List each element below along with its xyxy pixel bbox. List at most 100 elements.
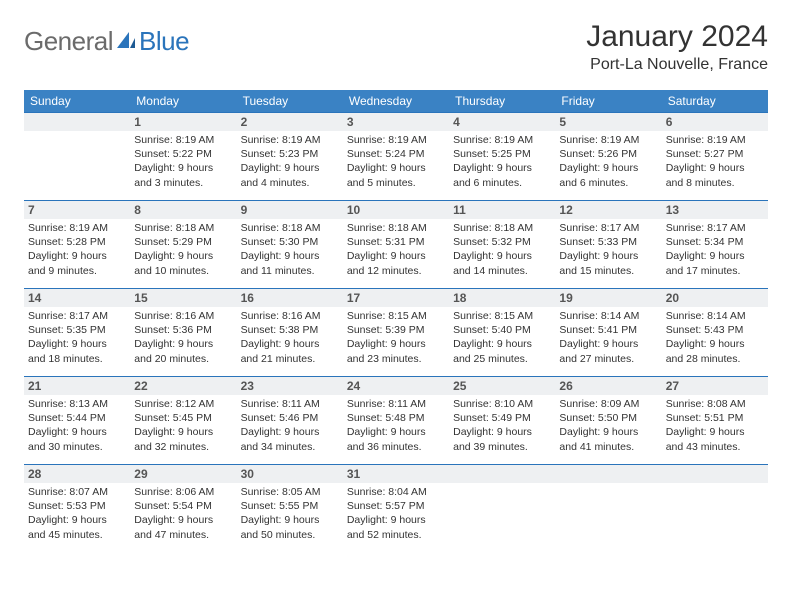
day-detail-line: and 27 minutes. [559,352,657,366]
day-detail-line: Sunrise: 8:19 AM [241,133,339,147]
day-number: 4 [449,112,555,131]
day-details: Sunrise: 8:18 AMSunset: 5:32 PMDaylight:… [453,221,551,278]
day-detail-line: Daylight: 9 hours [134,513,232,527]
day-detail-line: Sunrise: 8:07 AM [28,485,126,499]
day-number: 28 [24,464,130,483]
day-number: 10 [343,200,449,219]
day-detail-line: Daylight: 9 hours [241,337,339,351]
day-detail-line: and 39 minutes. [453,440,551,454]
day-detail-line: Daylight: 9 hours [347,425,445,439]
day-detail-line: Daylight: 9 hours [559,337,657,351]
day-detail-line: and 5 minutes. [347,176,445,190]
day-detail-line: Daylight: 9 hours [134,337,232,351]
calendar-day-cell: 4Sunrise: 8:19 AMSunset: 5:25 PMDaylight… [449,112,555,200]
calendar-week-row: 14Sunrise: 8:17 AMSunset: 5:35 PMDayligh… [24,288,768,376]
calendar-day-cell: 8Sunrise: 8:18 AMSunset: 5:29 PMDaylight… [130,200,236,288]
day-details: Sunrise: 8:19 AMSunset: 5:22 PMDaylight:… [134,133,232,190]
day-number: 22 [130,376,236,395]
day-detail-line: Sunset: 5:51 PM [666,411,764,425]
day-detail-line: Daylight: 9 hours [28,337,126,351]
calendar-week-row: 28 Sunrise: 8:07 AMSunset: 5:53 PMDayligh… [24,464,768,552]
calendar-day-cell: 11Sunrise: 8:18 AMSunset: 5:32 PMDayligh… [449,200,555,288]
calendar-day-cell: 5Sunrise: 8:19 AMSunset: 5:26 PMDaylight… [555,112,661,200]
day-detail-line: Daylight: 9 hours [453,337,551,351]
calendar-day-cell [555,464,661,552]
day-details: Sunrise: 8:13 AMSunset: 5:44 PMDaylight:… [28,397,126,454]
day-detail-line: Daylight: 9 hours [559,161,657,175]
day-detail-line: Sunset: 5:29 PM [134,235,232,249]
day-number: 20 [662,288,768,307]
day-detail-line: Daylight: 9 hours [241,425,339,439]
day-header: Thursday [449,90,555,112]
day-detail-line: and 11 minutes. [241,264,339,278]
calendar-day-cell: 20Sunrise: 8:14 AMSunset: 5:43 PMDayligh… [662,288,768,376]
day-detail-line: Sunrise: 8:16 AM [134,309,232,323]
day-details: Sunrise: 8:11 AMSunset: 5:46 PMDaylight:… [241,397,339,454]
calendar-day-cell: 28 Sunrise: 8:07 AMSunset: 5:53 PMDayligh… [24,464,130,552]
day-number: 19 [555,288,661,307]
calendar-day-cell: 13Sunrise: 8:17 AMSunset: 5:34 PMDayligh… [662,200,768,288]
day-number: 27 [662,376,768,395]
calendar-day-cell: 12Sunrise: 8:17 AMSunset: 5:33 PMDayligh… [555,200,661,288]
calendar-day-cell [662,464,768,552]
day-detail-line: Sunset: 5:33 PM [559,235,657,249]
day-detail-line: Daylight: 9 hours [347,513,445,527]
day-detail-line: Sunrise: 8:19 AM [28,221,126,235]
logo: General Blue [24,26,189,57]
day-number: 6 [662,112,768,131]
calendar-day-cell: 1Sunrise: 8:19 AMSunset: 5:22 PMDaylight… [130,112,236,200]
day-detail-line: Daylight: 9 hours [666,425,764,439]
calendar-week-row: 7Sunrise: 8:19 AMSunset: 5:28 PMDaylight… [24,200,768,288]
day-detail-line: Sunrise: 8:11 AM [347,397,445,411]
calendar-day-cell: 17Sunrise: 8:15 AMSunset: 5:39 PMDayligh… [343,288,449,376]
logo-text-general: General [24,26,113,57]
day-detail-line: Sunrise: 8:15 AM [453,309,551,323]
day-details: Sunrise: 8:17 AMSunset: 5:35 PMDaylight:… [28,309,126,366]
day-detail-line: and 3 minutes. [134,176,232,190]
day-detail-line: Daylight: 9 hours [241,249,339,263]
day-detail-line: Sunrise: 8:17 AM [559,221,657,235]
day-detail-line: and 52 minutes. [347,528,445,542]
day-number [662,464,768,483]
day-detail-line: Sunrise: 8:09 AM [559,397,657,411]
day-detail-line: Sunset: 5:27 PM [666,147,764,161]
day-detail-line: Sunset: 5:44 PM [28,411,126,425]
logo-sail-icon [115,30,137,55]
calendar-day-cell: 23Sunrise: 8:11 AMSunset: 5:46 PMDayligh… [237,376,343,464]
day-detail-line: and 21 minutes. [241,352,339,366]
day-number [555,464,661,483]
day-detail-line: Sunrise: 8:19 AM [666,133,764,147]
day-detail-line: Sunset: 5:26 PM [559,147,657,161]
day-detail-line: Sunrise: 8:15 AM [347,309,445,323]
day-detail-line: Daylight: 9 hours [453,425,551,439]
day-detail-line: Sunrise: 8:19 AM [134,133,232,147]
day-details: Sunrise: 8:08 AMSunset: 5:51 PMDaylight:… [666,397,764,454]
day-detail-line: and 14 minutes. [453,264,551,278]
calendar-day-cell [24,112,130,200]
header: General Blue January 2024 Port-La Nouvel… [24,20,768,74]
day-detail-line: Sunset: 5:39 PM [347,323,445,337]
calendar-day-cell: 14Sunrise: 8:17 AMSunset: 5:35 PMDayligh… [24,288,130,376]
calendar-day-cell: 2Sunrise: 8:19 AMSunset: 5:23 PMDaylight… [237,112,343,200]
calendar-day-cell: 29Sunrise: 8:06 AMSunset: 5:54 PMDayligh… [130,464,236,552]
day-header-row: Sunday Monday Tuesday Wednesday Thursday… [24,90,768,112]
day-detail-line: Sunrise: 8:12 AM [134,397,232,411]
day-detail-line: and 17 minutes. [666,264,764,278]
day-detail-line: Sunrise: 8:14 AM [666,309,764,323]
calendar-week-row: 1Sunrise: 8:19 AMSunset: 5:22 PMDaylight… [24,112,768,200]
day-details: Sunrise: 8:07 AMSunset: 5:53 PMDaylight:… [28,485,126,542]
day-detail-line: Sunrise: 8:17 AM [28,309,126,323]
day-detail-line: Daylight: 9 hours [666,161,764,175]
day-detail-line: Sunrise: 8:05 AM [241,485,339,499]
day-detail-line: Daylight: 9 hours [134,161,232,175]
day-details: Sunrise: 8:18 AMSunset: 5:31 PMDaylight:… [347,221,445,278]
day-detail-line: Daylight: 9 hours [134,425,232,439]
day-number: 26 [555,376,661,395]
calendar-day-cell: 30Sunrise: 8:05 AMSunset: 5:55 PMDayligh… [237,464,343,552]
day-detail-line: Sunset: 5:34 PM [666,235,764,249]
day-detail-line: Sunrise: 8:18 AM [241,221,339,235]
day-detail-line: Sunset: 5:45 PM [134,411,232,425]
day-detail-line: and 18 minutes. [28,352,126,366]
day-detail-line: and 32 minutes. [134,440,232,454]
day-detail-line: Daylight: 9 hours [666,249,764,263]
